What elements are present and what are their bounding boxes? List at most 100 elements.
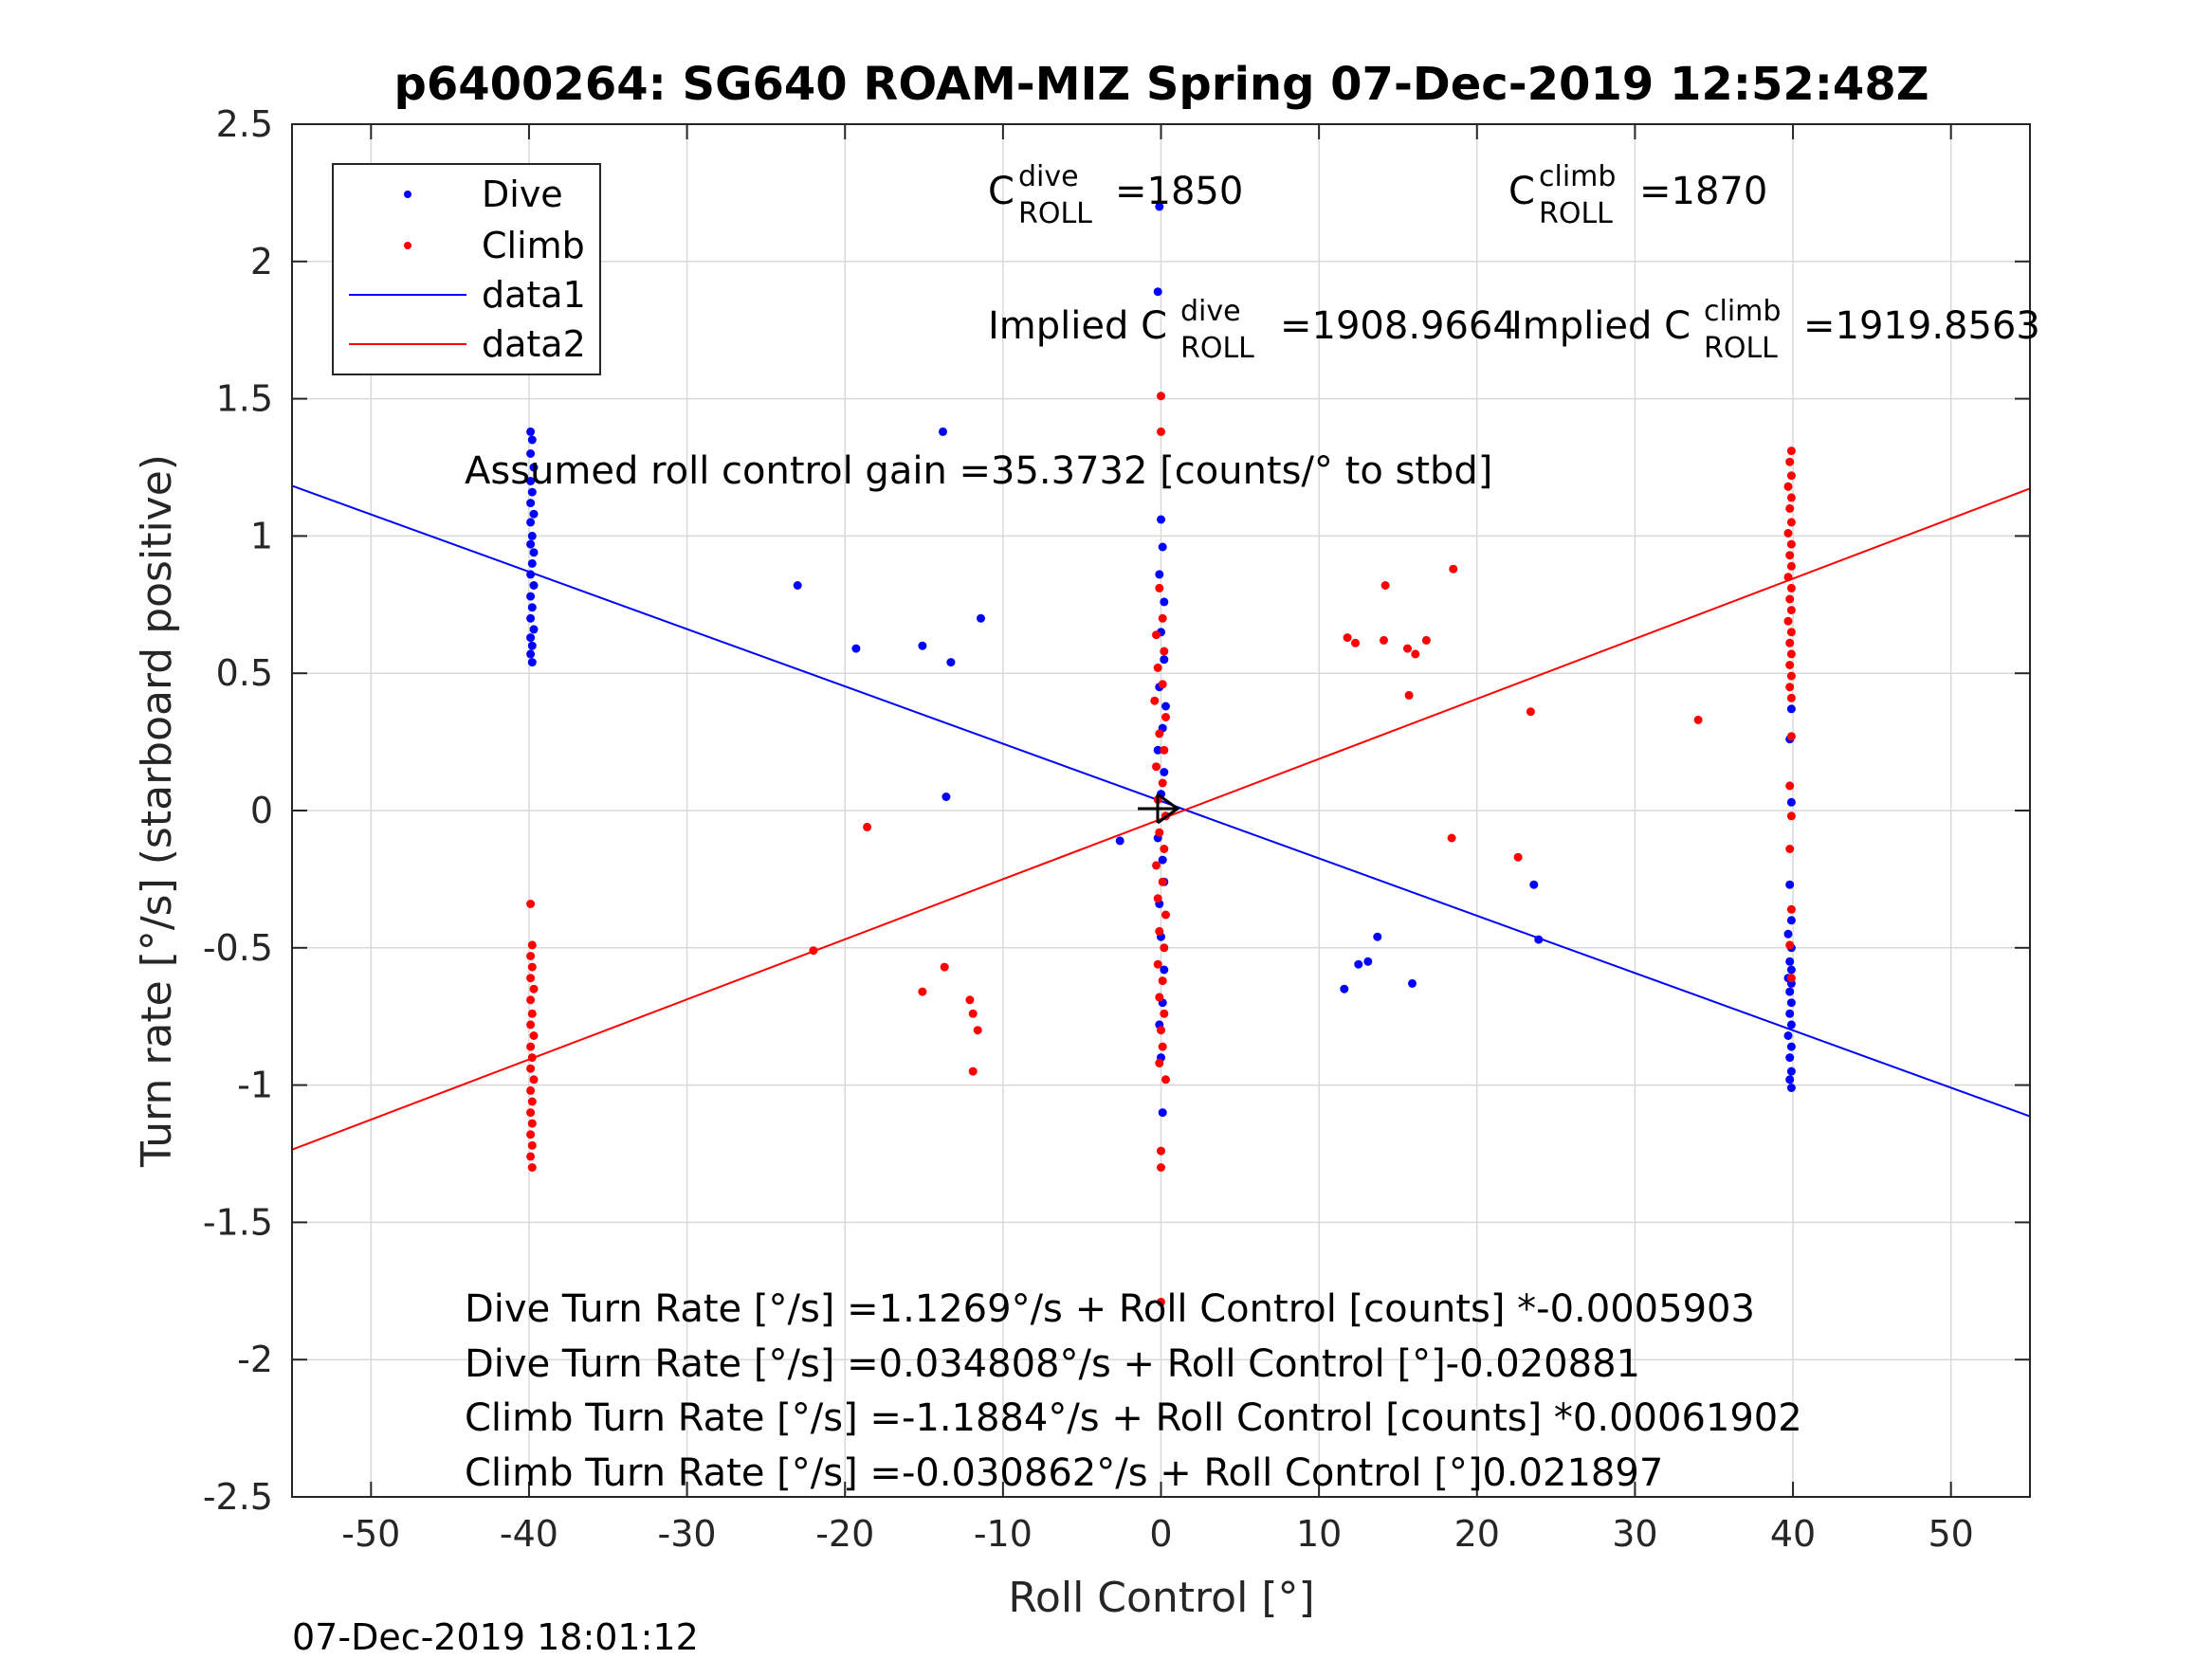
climb-point bbox=[1152, 762, 1161, 772]
dive-point bbox=[526, 570, 536, 579]
implied-climb-sub: ROLL bbox=[1704, 332, 1778, 365]
dive-point bbox=[1158, 542, 1167, 552]
climb-point bbox=[1351, 638, 1360, 647]
c-roll-dive: C dive ROLL =1850 bbox=[988, 160, 1243, 230]
climb-point bbox=[1785, 594, 1795, 604]
climb-point bbox=[526, 1020, 536, 1030]
climb-point bbox=[527, 962, 537, 972]
climb-point bbox=[1783, 482, 1793, 491]
climb-point bbox=[1157, 1163, 1165, 1172]
climb-point bbox=[863, 822, 872, 831]
x-tick-label: 10 bbox=[1296, 1513, 1342, 1555]
dive-point bbox=[1115, 836, 1124, 846]
dive-point bbox=[526, 649, 536, 659]
climb-point bbox=[1153, 663, 1162, 672]
dive-point bbox=[1354, 959, 1363, 969]
dive-point bbox=[1340, 984, 1349, 994]
dive-point bbox=[1786, 1020, 1796, 1030]
roll-gain-annotation: Assumed roll control gain =35.3732 [coun… bbox=[465, 449, 1492, 493]
climb-point bbox=[1785, 457, 1795, 466]
dive-point bbox=[526, 449, 536, 458]
dive-point bbox=[527, 435, 537, 445]
x-tick-label: -10 bbox=[974, 1513, 1033, 1555]
climb-point bbox=[526, 1108, 536, 1118]
equation-climb-degrees: Climb Turn Rate [°/s] =-0.030862°/s + Ro… bbox=[465, 1451, 1663, 1495]
climb-point bbox=[527, 1119, 537, 1128]
climb-point bbox=[1158, 778, 1167, 788]
implied-climb-sup: climb bbox=[1704, 295, 1781, 328]
climb-point bbox=[1447, 833, 1456, 843]
implied-c-roll-dive: Implied C dive ROLL =1908.9664 bbox=[988, 295, 1517, 365]
legend-climb-marker bbox=[404, 242, 411, 249]
c-climb-sub: ROLL bbox=[1539, 197, 1613, 230]
climb-point bbox=[1786, 447, 1796, 456]
dive-point bbox=[527, 641, 537, 650]
dive-point bbox=[1786, 1084, 1796, 1092]
climb-point bbox=[1152, 861, 1161, 870]
climb-point bbox=[1785, 638, 1795, 647]
climb-point bbox=[940, 962, 949, 972]
climb-point bbox=[1403, 644, 1412, 653]
dive-point bbox=[529, 625, 539, 634]
dive-point bbox=[1155, 202, 1164, 211]
dive-point bbox=[526, 592, 536, 601]
y-axis-label: Turn rate [°/s] (starboard positive) bbox=[133, 454, 181, 1168]
climb-point bbox=[527, 1163, 537, 1172]
dive-point bbox=[527, 487, 537, 497]
legend-data1-label: data1 bbox=[482, 274, 586, 316]
dive-point bbox=[851, 644, 861, 653]
climb-point bbox=[526, 1042, 536, 1051]
dive-point bbox=[527, 658, 537, 667]
implied-dive-value: =1908.9664 bbox=[1280, 304, 1517, 348]
dive-point bbox=[1785, 1075, 1795, 1085]
dive-point bbox=[1158, 1108, 1167, 1118]
dive-point bbox=[526, 477, 536, 485]
dive-point bbox=[1529, 880, 1539, 889]
climb-point bbox=[1150, 696, 1160, 705]
implied-climb-value: =1919.8563 bbox=[1803, 304, 2040, 348]
climb-point bbox=[1155, 828, 1164, 837]
implied-climb-base: Implied C bbox=[1511, 304, 1691, 348]
climb-point bbox=[1380, 635, 1388, 645]
climb-point bbox=[527, 940, 537, 950]
dive-point bbox=[527, 603, 537, 612]
climb-point bbox=[1421, 635, 1431, 645]
x-tick-label: 0 bbox=[1149, 1513, 1172, 1555]
c-dive-value: =1850 bbox=[1115, 170, 1243, 213]
dive-point bbox=[1785, 957, 1795, 966]
y-tick-label: -2 bbox=[237, 1339, 273, 1380]
climb-point bbox=[1786, 493, 1796, 502]
climb-point bbox=[527, 1097, 537, 1106]
climb-point bbox=[1155, 1058, 1164, 1067]
dive-point bbox=[1785, 1053, 1795, 1063]
climb-point bbox=[1786, 811, 1796, 821]
climb-point bbox=[1513, 852, 1523, 862]
x-tick-label: 20 bbox=[1454, 1513, 1500, 1555]
climb-point bbox=[1783, 573, 1793, 582]
climb-point bbox=[527, 1009, 537, 1018]
climb-point bbox=[1786, 606, 1796, 615]
climb-point bbox=[973, 1026, 982, 1035]
climb-point bbox=[1155, 583, 1164, 592]
x-tick-label: 30 bbox=[1612, 1513, 1657, 1555]
dive-point bbox=[1786, 1042, 1796, 1051]
dive-point bbox=[1363, 957, 1373, 966]
dive-point bbox=[529, 463, 539, 472]
climb-point bbox=[1157, 1146, 1165, 1156]
equation-dive-degrees: Dive Turn Rate [°/s] =0.034808°/s + Roll… bbox=[465, 1342, 1640, 1386]
y-tick-label: 0 bbox=[250, 790, 273, 831]
climb-point bbox=[1160, 943, 1169, 953]
y-tick-label: -0.5 bbox=[203, 927, 273, 969]
climb-point bbox=[1155, 926, 1164, 936]
equation-dive-counts: Dive Turn Rate [°/s] =1.1269°/s + Roll C… bbox=[465, 1287, 1755, 1331]
dive-point bbox=[1786, 797, 1796, 807]
climb-point bbox=[1160, 647, 1169, 656]
x-tick-label: 40 bbox=[1770, 1513, 1816, 1555]
dive-point bbox=[1160, 768, 1169, 776]
dive-point bbox=[977, 613, 985, 623]
climb-point bbox=[1157, 392, 1165, 401]
dive-point bbox=[1786, 704, 1796, 714]
tick-labels: -50 -40 -30 -20 -10 0 10 20 30 40 50 2.5 2 1.5 1 0.5 0 -0… bbox=[203, 103, 1974, 1555]
dive-point bbox=[1160, 965, 1169, 975]
climb-point bbox=[1786, 539, 1796, 549]
